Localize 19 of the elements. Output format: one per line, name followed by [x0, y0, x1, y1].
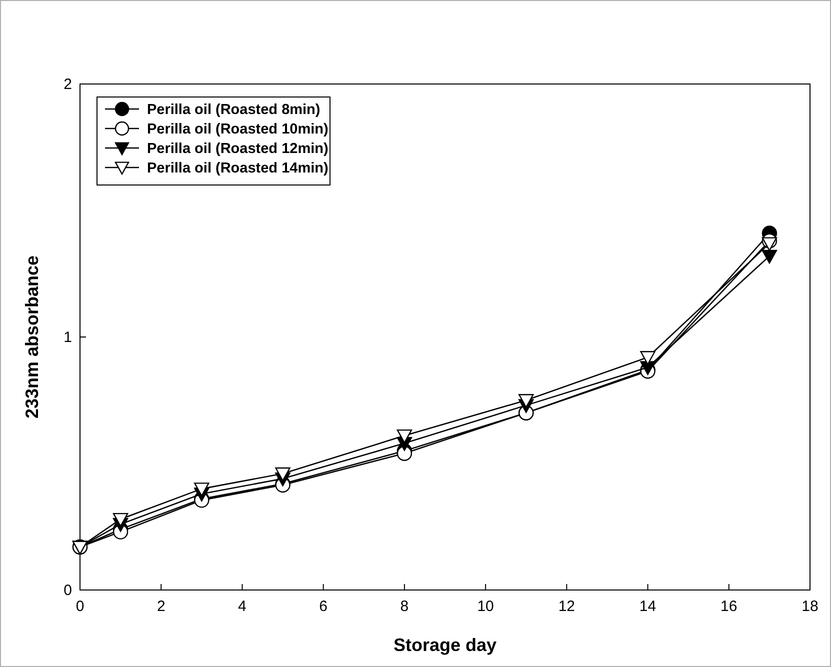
x-tick-label: 18 [802, 598, 818, 615]
x-tick-label: 14 [639, 598, 656, 615]
x-tick-label: 2 [156, 598, 166, 615]
y-tick-label: 0 [64, 582, 72, 599]
x-tick-label: 8 [400, 598, 409, 615]
x-tick-label: 16 [720, 598, 738, 615]
y-tick-label: 1 [64, 329, 72, 346]
x-tick-label: 0 [76, 598, 84, 615]
legend-label: Perilla oil (Roasted 8min) [147, 102, 320, 118]
x-axis-title: Storage day [393, 635, 497, 655]
y-tick-label: 2 [64, 76, 72, 93]
legend-label: Perilla oil (Roasted 10min) [147, 122, 328, 138]
x-tick-label: 10 [477, 598, 494, 615]
legend-label: Perilla oil (Roasted 12min) [147, 141, 328, 157]
x-tick-label: 12 [558, 598, 576, 615]
legend-label: Perilla oil (Roasted 14min) [147, 160, 328, 176]
x-tick-label: 4 [238, 598, 246, 615]
y-axis-title: 233nm absorbance [22, 255, 42, 419]
x-tick-label: 6 [319, 598, 328, 615]
